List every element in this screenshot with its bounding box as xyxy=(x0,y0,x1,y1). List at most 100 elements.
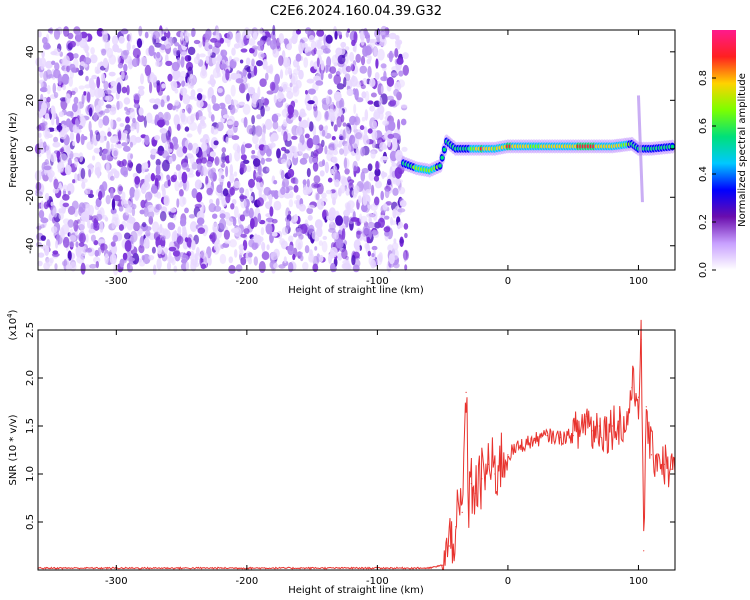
noise-speck xyxy=(402,64,409,76)
noise-speck xyxy=(156,51,161,59)
noise-speck xyxy=(224,240,231,245)
noise-speck xyxy=(210,127,219,135)
snr-data-point xyxy=(487,463,489,465)
noise-speck xyxy=(313,175,321,184)
noise-speck xyxy=(112,234,119,243)
noise-speck xyxy=(392,179,399,185)
noise-speck xyxy=(166,174,170,180)
noise-speck xyxy=(168,246,177,252)
noise-speck xyxy=(95,131,101,142)
noise-speck xyxy=(88,120,92,133)
snr-data-point xyxy=(592,430,594,432)
signal-core xyxy=(670,144,675,149)
noise-speck xyxy=(316,198,325,210)
noise-speck xyxy=(280,158,287,164)
noise-speck xyxy=(389,99,397,107)
noise-speck xyxy=(238,83,246,94)
noise-speck xyxy=(220,49,228,58)
noise-speck xyxy=(343,209,351,217)
noise-speck xyxy=(121,191,126,201)
noise-speck xyxy=(174,180,180,192)
noise-speck xyxy=(52,82,57,94)
noise-speck xyxy=(230,203,235,210)
noise-speck xyxy=(298,203,306,212)
snr-frame xyxy=(37,329,676,571)
noise-speck xyxy=(245,205,249,214)
noise-speck xyxy=(266,244,270,251)
noise-speck xyxy=(104,108,110,114)
noise-speck xyxy=(205,55,210,64)
noise-speck xyxy=(137,114,145,123)
noise-speck xyxy=(392,187,399,196)
noise-speck xyxy=(98,190,103,201)
noise-speck xyxy=(75,241,79,248)
noise-speck xyxy=(289,145,296,153)
noise-speck xyxy=(163,195,170,207)
noise-speck xyxy=(90,82,96,90)
noise-speck xyxy=(293,185,299,193)
snr-plot-area xyxy=(37,319,676,571)
noise-speck xyxy=(239,187,245,194)
noise-speck xyxy=(155,60,160,67)
noise-speck xyxy=(194,203,202,209)
noise-speck xyxy=(106,161,110,174)
spectrogram-y-ticks: -40 -20 0 20 40 xyxy=(25,45,675,254)
noise-speck xyxy=(388,253,395,265)
noise-speck xyxy=(110,136,117,144)
noise-speck xyxy=(35,191,43,197)
noise-speck xyxy=(56,150,61,159)
noise-speck xyxy=(44,113,50,120)
noise-speck xyxy=(290,75,296,85)
noise-speck xyxy=(335,215,344,226)
noise-speck xyxy=(253,169,257,181)
noise-speck xyxy=(337,252,343,261)
noise-speck xyxy=(228,152,233,163)
noise-speck xyxy=(133,93,141,101)
noise-speck xyxy=(286,185,294,191)
noise-speck xyxy=(37,252,45,258)
noise-speck xyxy=(110,118,114,129)
noise-speck xyxy=(293,233,298,238)
noise-speck xyxy=(370,150,376,159)
noise-speck xyxy=(370,92,377,98)
noise-speck xyxy=(42,36,48,45)
noise-speck xyxy=(365,189,371,194)
noise-speck xyxy=(229,239,238,248)
noise-speck xyxy=(403,223,409,230)
noise-speck xyxy=(109,107,117,116)
noise-speck xyxy=(269,63,274,75)
noise-speck xyxy=(288,262,294,273)
noise-speck xyxy=(123,63,128,72)
noise-speck xyxy=(57,168,64,173)
x-tick-label: 0 xyxy=(505,276,511,287)
noise-speck xyxy=(391,66,399,72)
noise-speck xyxy=(116,117,122,122)
colorbar-ticks: 0.0 0.2 0.4 0.6 0.8 xyxy=(698,70,716,278)
noise-speck xyxy=(201,121,206,127)
noise-speck xyxy=(360,55,366,66)
noise-speck xyxy=(152,104,159,110)
noise-speck xyxy=(283,38,289,45)
noise-speck xyxy=(121,70,125,80)
snr-data-point xyxy=(664,463,666,465)
noise-speck xyxy=(225,216,234,226)
noise-speck xyxy=(242,239,248,251)
noise-speck xyxy=(164,247,168,255)
noise-speck xyxy=(96,166,101,179)
noise-speck xyxy=(138,107,144,116)
noise-speck xyxy=(330,168,334,175)
noise-speck xyxy=(187,173,195,178)
noise-speck xyxy=(304,133,310,139)
noise-speck xyxy=(40,93,44,102)
noise-speck xyxy=(113,150,118,157)
noise-speck xyxy=(343,143,352,155)
noise-speck xyxy=(102,115,110,126)
noise-speck xyxy=(55,240,59,249)
noise-speck xyxy=(40,224,45,229)
noise-speck xyxy=(392,208,397,219)
noise-speck xyxy=(329,246,338,258)
noise-speck xyxy=(281,181,286,190)
x-tick-label: -100 xyxy=(366,576,389,587)
noise-speck xyxy=(145,230,151,237)
noise-speck xyxy=(220,244,225,250)
